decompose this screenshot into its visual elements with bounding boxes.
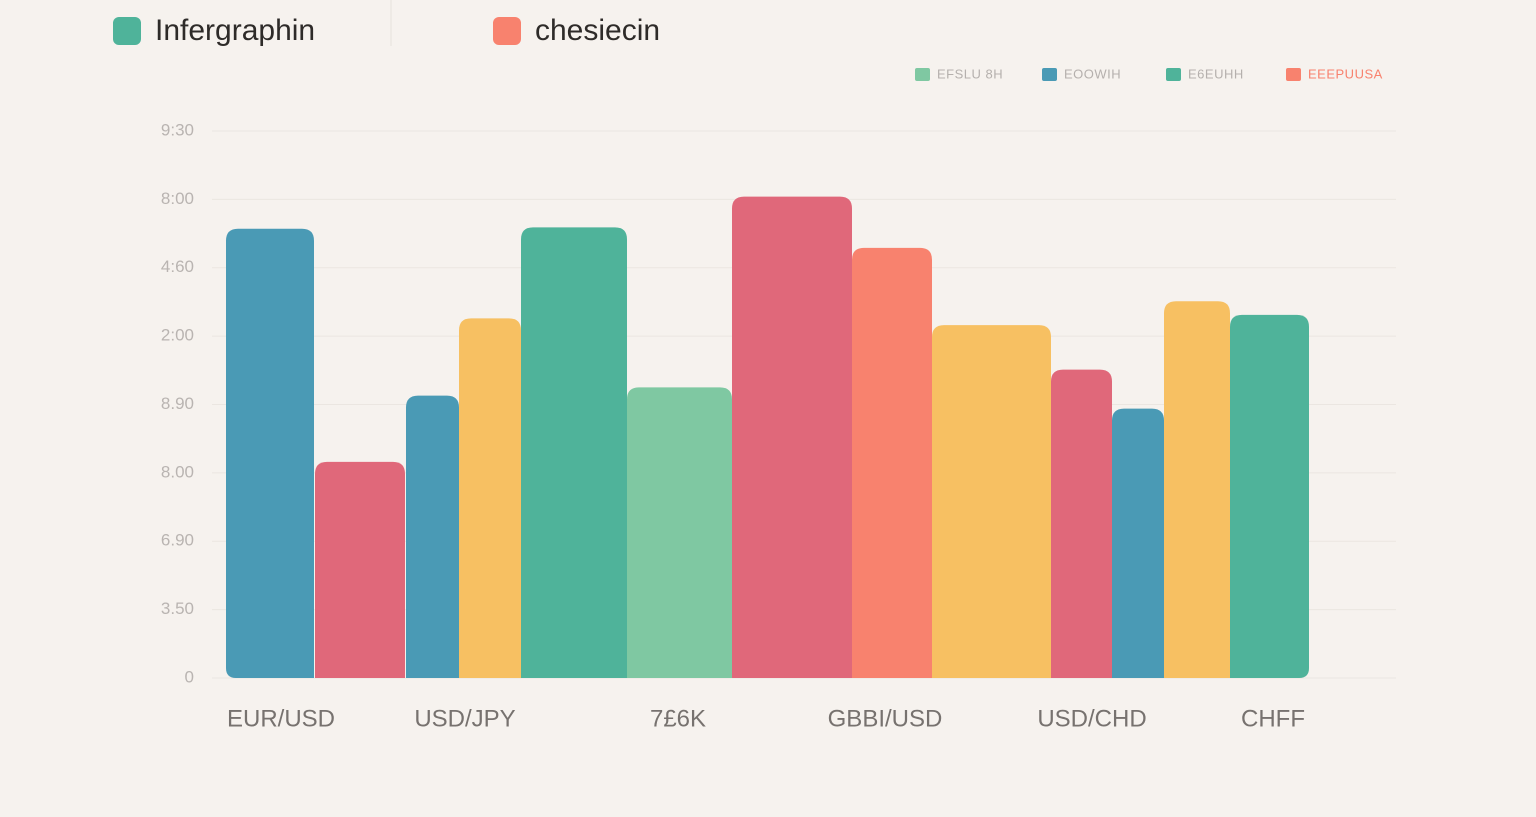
legend-text: EFSLU 8H	[937, 66, 1003, 81]
bar	[732, 196, 852, 678]
y-tick-label: 9:30	[161, 120, 194, 139]
legend-text: EOOWIH	[1064, 66, 1121, 81]
bar	[852, 247, 932, 678]
bar	[315, 461, 405, 678]
x-tick-label: GBBI/USD	[828, 705, 943, 732]
y-tick-label: 8.90	[161, 394, 194, 413]
bar	[932, 325, 1051, 678]
legend-text: E6EUHH	[1188, 66, 1244, 81]
legend-swatch	[1166, 68, 1181, 81]
bar	[1112, 408, 1164, 678]
y-tick-label: 3.50	[161, 599, 194, 618]
legend-swatch	[915, 68, 930, 81]
y-tick-label: 0	[185, 667, 194, 686]
y-tick-label: 4:60	[161, 257, 194, 276]
x-tick-label: 7£6K	[650, 705, 706, 732]
bar	[406, 395, 459, 678]
y-tick-label: 6.90	[161, 531, 194, 550]
header-swatch	[493, 17, 521, 45]
bar	[1164, 301, 1230, 678]
y-tick-label: 8.00	[161, 462, 194, 481]
header-swatch	[113, 17, 141, 45]
header-text: chesiecin	[535, 14, 660, 47]
x-tick-label: USD/JPY	[414, 705, 515, 732]
x-tick-label: EUR/USD	[227, 705, 335, 732]
bar	[459, 318, 521, 678]
legend-swatch	[1042, 68, 1057, 81]
y-tick-label: 8:00	[161, 189, 194, 208]
legend-text: EEEPUUSA	[1308, 66, 1383, 81]
bar	[627, 387, 732, 678]
x-tick-label: USD/CHD	[1037, 705, 1146, 732]
x-tick-label: CHFF	[1241, 705, 1305, 732]
legend-swatch	[1286, 68, 1301, 81]
bar	[1230, 314, 1309, 678]
header-text: Infergraphin	[155, 14, 315, 47]
bar	[521, 227, 627, 678]
bar	[226, 228, 314, 678]
y-tick-label: 2:00	[161, 326, 194, 345]
bar	[1051, 369, 1112, 678]
